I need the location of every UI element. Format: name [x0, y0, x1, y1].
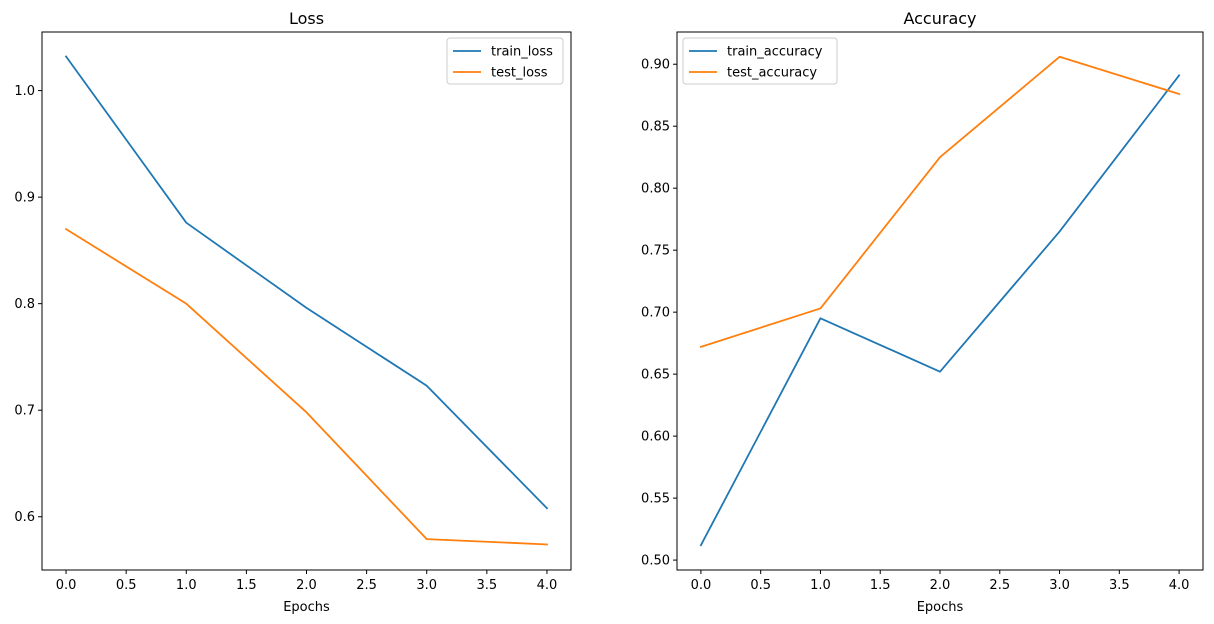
x-tick-label: 1.0: [176, 578, 197, 593]
x-tick-label: 2.0: [296, 578, 317, 593]
y-tick-label: 0.70: [641, 306, 670, 321]
legend-box: [682, 37, 838, 85]
x-axis-label: Epochs: [283, 600, 330, 615]
y-tick-label: 0.85: [641, 120, 670, 135]
x-axis-label: Epochs: [917, 600, 964, 615]
x-tick-label: 0.5: [116, 578, 137, 593]
legend-label-test_loss: test_loss: [491, 66, 548, 81]
y-tick-label: 0.9: [14, 191, 35, 206]
x-tick-label: 1.5: [870, 578, 891, 593]
y-tick-label: 0.50: [641, 554, 670, 569]
x-tick-label: 0.5: [750, 578, 771, 593]
series-line-train_accuracy: [699, 74, 1181, 547]
y-tick-label: 0.75: [641, 244, 670, 259]
y-tick-label: 0.7: [14, 404, 35, 419]
y-tick-label: 0.55: [641, 492, 670, 507]
x-tick-label: 2.5: [989, 578, 1010, 593]
x-tick-label: 3.0: [1049, 578, 1070, 593]
x-tick-label: 4.0: [1169, 578, 1190, 593]
legend-label-train_loss: train_loss: [491, 45, 553, 60]
chart-title: Loss: [289, 9, 324, 28]
x-tick-label: 3.5: [1109, 578, 1130, 593]
x-tick-label: 2.5: [356, 578, 377, 593]
legend-label-train_accuracy: train_accuracy: [727, 45, 823, 60]
legend: train_loss test_loss: [446, 37, 564, 85]
x-tick-label: 3.0: [416, 578, 437, 593]
chart-1: Accuracy 0.0 0.5 1.0 1.5 2.0 2.5 3.0 3.5 4.0 0.50 0…: [641, 9, 1204, 615]
y-tick-label: 0.6: [14, 510, 35, 525]
chart-title: Accuracy: [903, 9, 976, 28]
series-line-train_loss: [64, 55, 549, 510]
x-tick-label: 1.0: [810, 578, 831, 593]
x-tick-label: 2.0: [930, 578, 951, 593]
series-line-test_loss: [64, 227, 548, 546]
x-tick-label: 0.0: [691, 578, 712, 593]
y-tick-label: 0.8: [14, 297, 35, 312]
y-tick-label: 0.65: [641, 368, 670, 383]
series-line-test_accuracy: [699, 55, 1181, 349]
y-tick-label: 1.0: [14, 84, 35, 99]
x-tick-label: 3.5: [476, 578, 497, 593]
axes-frame: [41, 31, 572, 571]
axes-frame: [676, 31, 1204, 571]
y-tick-label: 0.90: [641, 58, 670, 73]
y-tick-label: 0.80: [641, 182, 670, 197]
chart-0: Loss 0.0 0.5 1.0 1.5 2.0 2.5 3.0 3.5 4.0 0.6 0.7 0.8…: [14, 9, 572, 615]
x-tick-label: 0.0: [56, 578, 77, 593]
x-tick-label: 4.0: [537, 578, 558, 593]
x-tick-label: 1.5: [236, 578, 257, 593]
y-tick-label: 0.60: [641, 430, 670, 445]
legend-label-test_accuracy: test_accuracy: [727, 66, 817, 81]
legend: train_accuracy test_accuracy: [682, 37, 838, 85]
